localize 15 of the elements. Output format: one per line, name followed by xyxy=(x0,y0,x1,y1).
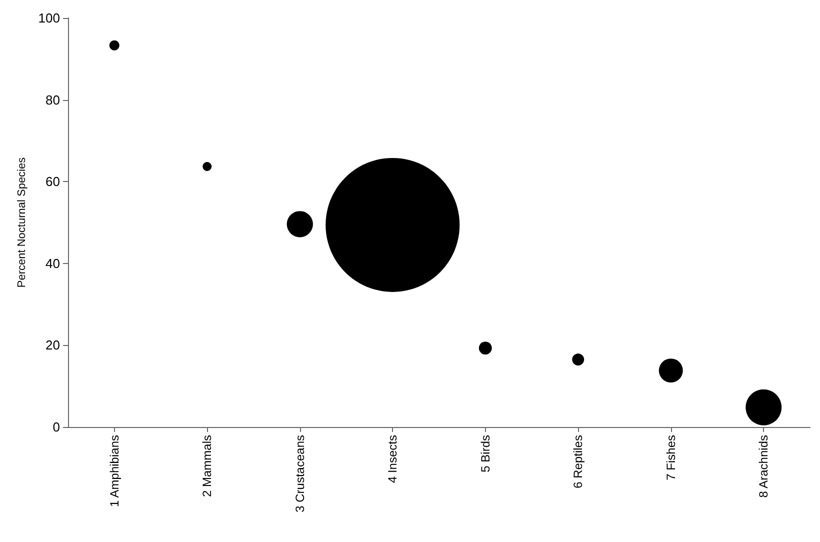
y-tick-label: 0 xyxy=(52,420,60,434)
x-tick-label: 5 Birds xyxy=(478,435,492,472)
x-tick-label: 4 Insects xyxy=(386,435,400,484)
x-tick-label: 6 Reptiles xyxy=(571,435,586,488)
x-tick-label: 3 Crustaceans xyxy=(292,435,307,512)
x-tick-label: 2 Mammals xyxy=(200,435,214,498)
y-tick-label: 80 xyxy=(46,92,60,108)
x-tick-label: 7 Fishes xyxy=(664,435,678,480)
y-tick-label: 40 xyxy=(46,256,60,271)
y-tick-label: 20 xyxy=(46,338,60,353)
x-tick-label: 8 Arachnids xyxy=(756,435,771,498)
y-tick-label: 60 xyxy=(46,174,60,190)
x-tick-label: 1 Amphibians xyxy=(107,435,122,508)
y-tick-label: 100 xyxy=(38,10,60,26)
y-axis-title: Percent Nocturnal Species xyxy=(16,156,28,288)
